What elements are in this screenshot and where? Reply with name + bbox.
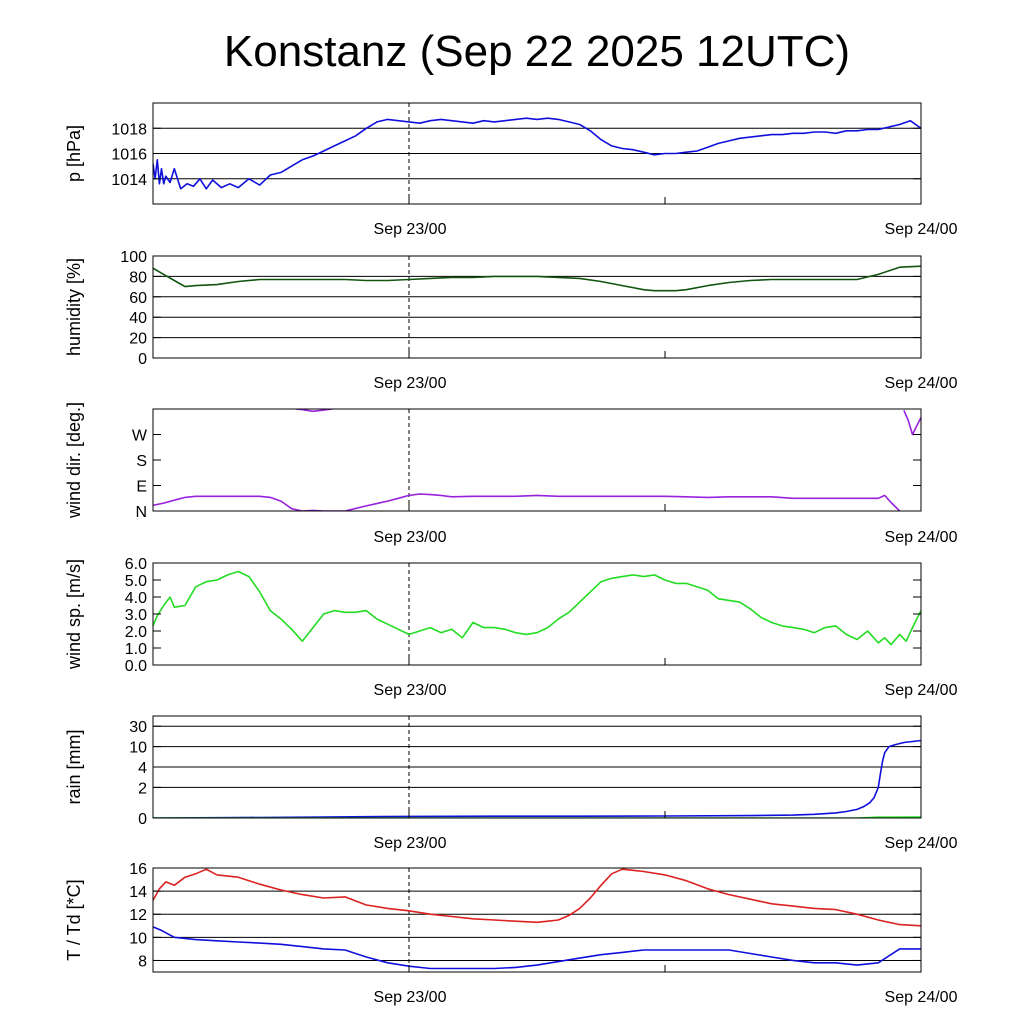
xtick-label-wind_direction-1: Sep 24/00 xyxy=(885,529,958,546)
ytick-label-pressure-0: 1014 xyxy=(111,172,147,189)
ytick-label-rain-2: 4 xyxy=(138,760,147,777)
ylabel-wind_direction: wind dir. [deg.] xyxy=(64,402,84,519)
ylabel-wind_speed: wind sp. [m/s] xyxy=(64,559,84,670)
series-line-wind_speed-0 xyxy=(153,570,921,646)
ytick-label-temperature-4: 16 xyxy=(129,861,147,878)
ytick-label-wind_speed-2: 2.0 xyxy=(125,624,147,641)
ytick-label-wind_direction-3: W xyxy=(132,428,148,445)
plot-frame-humidity xyxy=(152,255,922,359)
ytick-label-wind_direction-1: E xyxy=(136,479,147,496)
ytick-label-wind_speed-3: 3.0 xyxy=(125,607,147,624)
ytick-label-temperature-3: 14 xyxy=(129,884,147,901)
panel-rain: 0 2 4 10 30 Sep 23/00 Sep 24/00 rain [mm] xyxy=(64,715,958,852)
ytick-label-humidity-5: 100 xyxy=(120,249,147,266)
ytick-label-wind_direction-0: N xyxy=(135,504,147,521)
chart-title: Konstanz (Sep 22 2025 12UTC) xyxy=(224,27,850,76)
ytick-label-rain-4: 30 xyxy=(129,719,147,736)
xtick-label-pressure-1: Sep 24/00 xyxy=(885,221,958,238)
ytick-label-wind_speed-1: 1.0 xyxy=(125,641,147,658)
ylabel-pressure: p [hPa] xyxy=(64,125,84,182)
panel-humidity: 0 20 40 60 80 100 Sep 23/00 Sep 24/00 humidity [… xyxy=(64,249,958,392)
ytick-label-temperature-1: 10 xyxy=(129,930,147,947)
ylabel-rain: rain [mm] xyxy=(64,729,84,804)
ytick-label-humidity-1: 20 xyxy=(129,331,147,348)
ytick-label-rain-0: 0 xyxy=(138,811,147,828)
panel-wind_speed: 0.01.02.03.04.05.06.0 Sep 23/00 Sep 24/00 w… xyxy=(64,556,958,699)
ytick-label-wind_speed-4: 4.0 xyxy=(125,590,147,607)
xtick-label-pressure-0: Sep 23/00 xyxy=(374,221,447,238)
series-line-wind_direction-2 xyxy=(903,410,921,436)
ytick-label-temperature-0: 8 xyxy=(138,953,147,970)
ylabel-humidity: humidity [%] xyxy=(64,258,84,356)
xtick-label-wind_direction-0: Sep 23/00 xyxy=(374,529,447,546)
xtick-label-rain-0: Sep 23/00 xyxy=(374,835,447,852)
ytick-label-wind_direction-2: S xyxy=(136,453,147,470)
ytick-label-wind_speed-6: 6.0 xyxy=(125,556,147,573)
series-line-temperature-1 xyxy=(153,926,921,970)
xtick-label-temperature-0: Sep 23/00 xyxy=(374,989,447,1006)
xtick-label-rain-1: Sep 24/00 xyxy=(885,835,958,852)
ytick-label-humidity-4: 80 xyxy=(129,269,147,286)
xtick-label-humidity-1: Sep 24/00 xyxy=(885,375,958,392)
xtick-label-wind_speed-1: Sep 24/00 xyxy=(885,682,958,699)
ytick-label-temperature-2: 12 xyxy=(129,907,147,924)
ytick-label-wind_speed-0: 0.0 xyxy=(125,658,147,675)
ylabel-temperature: T / Td [*C] xyxy=(64,879,84,960)
ytick-label-rain-3: 10 xyxy=(129,740,147,757)
series-line-rain-0 xyxy=(153,739,921,818)
ytick-label-humidity-2: 40 xyxy=(129,310,147,327)
xtick-label-temperature-1: Sep 24/00 xyxy=(885,989,958,1006)
ytick-label-wind_speed-5: 5.0 xyxy=(125,573,147,590)
series-line-temperature-0 xyxy=(153,868,921,927)
series-line-wind_direction-0 xyxy=(153,493,901,511)
ytick-label-pressure-1: 1016 xyxy=(111,147,147,164)
plot-frame-wind_speed xyxy=(152,562,922,666)
series-line-humidity-0 xyxy=(153,265,921,292)
xtick-label-humidity-0: Sep 23/00 xyxy=(374,375,447,392)
xtick-label-wind_speed-0: Sep 23/00 xyxy=(374,682,447,699)
ytick-label-pressure-2: 1018 xyxy=(111,121,147,138)
panel-pressure: 1014 1016 1018 Sep 23/00 Sep 24/00 p [hPa] xyxy=(64,102,958,238)
ytick-label-humidity-0: 0 xyxy=(138,351,147,368)
ytick-label-humidity-3: 60 xyxy=(129,290,147,307)
panel-temperature: 8 10 12 14 16 Sep 23/00 Sep 24/00 T / Td [*C] xyxy=(64,861,958,1006)
plot-frame-temperature xyxy=(152,867,922,973)
ytick-label-rain-1: 2 xyxy=(138,780,147,797)
series-line-pressure-0 xyxy=(153,117,921,190)
